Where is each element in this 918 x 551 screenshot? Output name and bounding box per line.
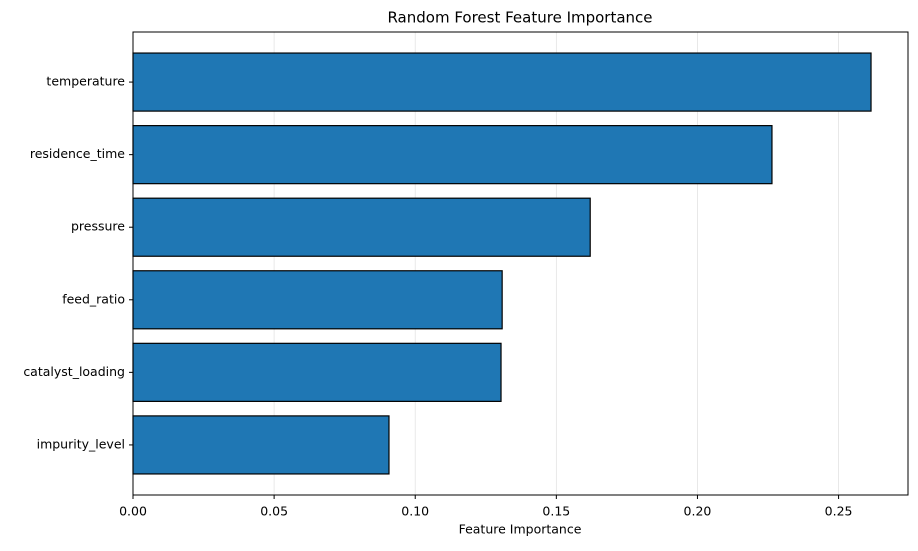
- y-tick-label: impurity_level: [37, 436, 125, 451]
- y-tick-label: residence_time: [30, 146, 125, 161]
- x-tick-label: 0.10: [401, 504, 429, 519]
- bar: [132, 270, 503, 330]
- y-tick-label: catalyst_loading: [23, 364, 125, 379]
- x-tick-label: 0.05: [260, 504, 288, 519]
- x-tick-label: 0.15: [542, 504, 570, 519]
- plot-frame: [132, 31, 909, 496]
- x-tick-label: 0.00: [119, 504, 147, 519]
- y-tick-label: feed_ratio: [62, 291, 125, 306]
- chart-title: Random Forest Feature Importance: [387, 9, 652, 27]
- x-tick-label: 0.20: [684, 504, 712, 519]
- x-tick-label: 0.25: [825, 504, 853, 519]
- bar: [132, 197, 591, 257]
- bar: [132, 52, 872, 112]
- bar: [132, 415, 390, 475]
- bar: [132, 125, 773, 185]
- y-tick-label: pressure: [71, 219, 125, 234]
- y-tick-label: temperature: [46, 74, 125, 89]
- x-axis-label: Feature Importance: [459, 522, 582, 537]
- bar: [132, 342, 502, 402]
